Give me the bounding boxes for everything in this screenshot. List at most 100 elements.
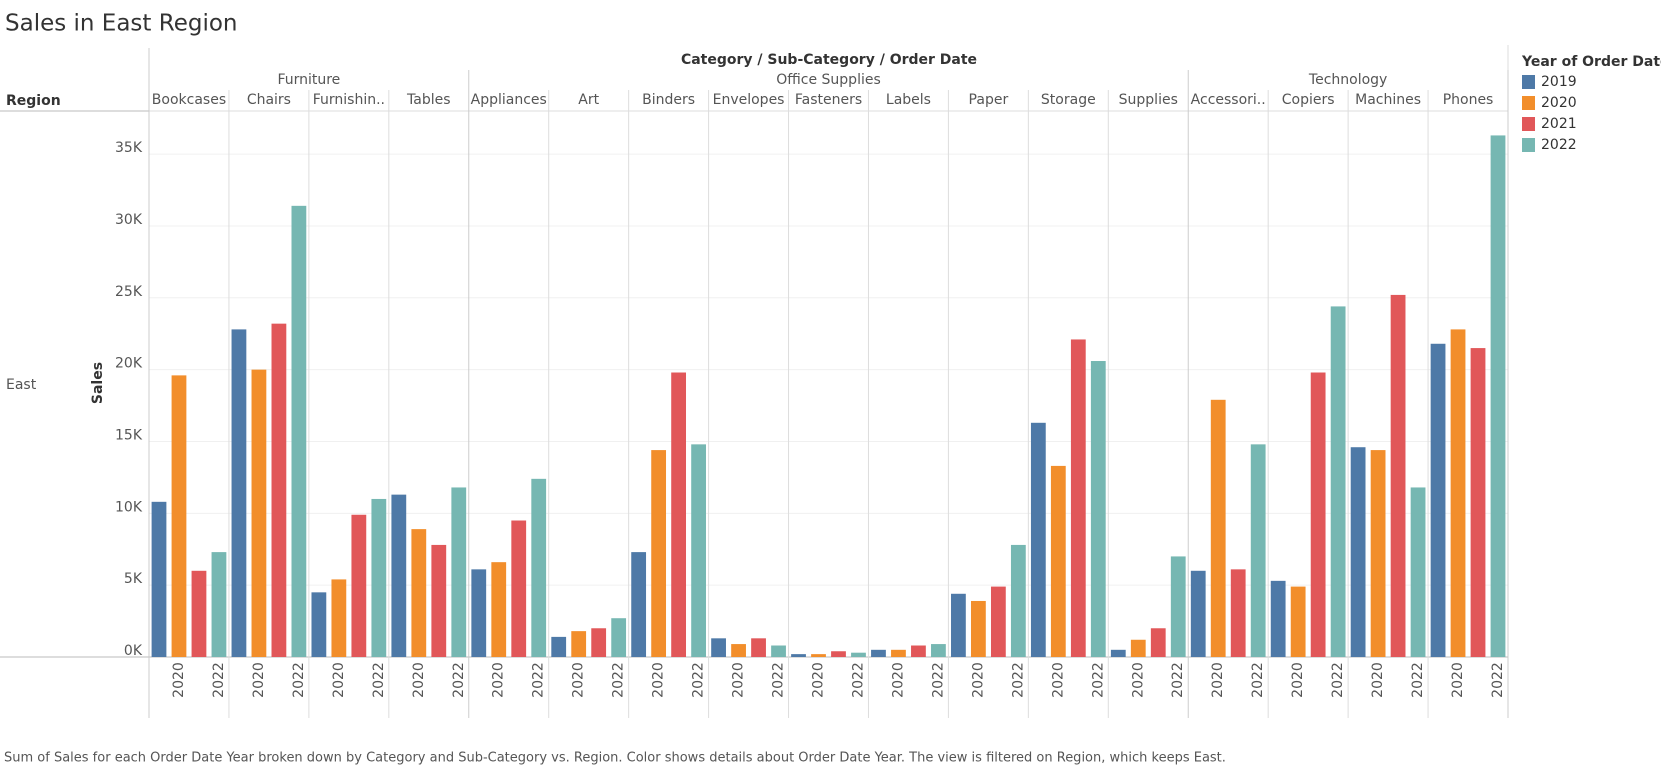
bar (911, 645, 926, 657)
bar (1430, 343, 1446, 657)
bar (1350, 447, 1366, 657)
bar (511, 520, 527, 657)
caption: Sum of Sales for each Order Date Year br… (4, 751, 1226, 766)
x-tick-label: 2020 (890, 662, 906, 698)
bar (591, 628, 607, 657)
bar (1390, 294, 1406, 657)
legend-swatch (1522, 75, 1535, 89)
y-tick-label: 5K (124, 571, 143, 587)
x-tick-label: 2020 (491, 662, 507, 698)
bar (811, 654, 826, 657)
category-label: Technology (1308, 72, 1387, 88)
x-tick-label: 2022 (1410, 662, 1426, 698)
subcategory-label: Bookcases (152, 92, 226, 108)
bar (1090, 361, 1106, 657)
y-tick-label: 0K (124, 643, 143, 659)
x-tick-label: 2022 (1490, 662, 1506, 698)
x-tick-label: 2022 (371, 662, 387, 698)
x-tick-label: 2022 (611, 662, 627, 698)
subcategory-label: Appliances (471, 92, 547, 108)
bar (631, 552, 647, 657)
bar (551, 636, 567, 657)
bar (1470, 348, 1486, 657)
y-tick-label: 30K (115, 212, 143, 228)
subcategory-label: Art (578, 92, 599, 108)
x-tick-label: 2020 (1290, 662, 1306, 698)
y-tick-label: 20K (115, 356, 143, 372)
y-tick-label: 15K (115, 427, 143, 443)
bar (451, 487, 467, 657)
category-label: Office Supplies (776, 72, 881, 88)
bar (791, 654, 806, 657)
bar (251, 369, 267, 657)
bar (1170, 556, 1186, 657)
subcategory-label: Chairs (247, 92, 291, 108)
bar (491, 562, 507, 657)
legend-swatch (1522, 138, 1535, 152)
bar (970, 600, 986, 657)
x-tick-label: 2020 (1210, 662, 1226, 698)
x-tick-label: 2020 (571, 662, 587, 698)
bar (1110, 649, 1126, 657)
x-tick-label: 2020 (331, 662, 347, 698)
subcategory-label: Storage (1041, 92, 1096, 108)
bar (531, 478, 547, 657)
bar (771, 645, 786, 657)
bar (731, 644, 746, 657)
y-tick-label: 25K (115, 284, 143, 300)
subcategory-label: Tables (406, 92, 451, 108)
bar (871, 649, 886, 657)
x-tick-label: 2022 (291, 662, 307, 698)
bar (1190, 570, 1206, 657)
x-tick-label: 2020 (1450, 662, 1466, 698)
x-tick-label: 2022 (211, 662, 227, 698)
bar (291, 205, 307, 657)
bar (371, 498, 387, 657)
x-tick-label: 2020 (651, 662, 667, 698)
x-tick-label: 2020 (411, 662, 427, 698)
bar (1010, 544, 1026, 657)
bar (851, 652, 866, 657)
legend-label: 2021 (1541, 116, 1577, 132)
y-tick-label: 35K (115, 140, 143, 156)
legend-label: 2020 (1541, 95, 1577, 111)
bar (1070, 339, 1086, 657)
x-tick-label: 2020 (1370, 662, 1386, 698)
x-tick-label: 2022 (1010, 662, 1026, 698)
bar (990, 586, 1006, 657)
subcategory-label: Fasteners (795, 92, 862, 108)
bar (311, 592, 327, 657)
bar (931, 644, 946, 657)
x-tick-label: 2022 (451, 662, 467, 698)
bar (1250, 444, 1266, 657)
bar (1330, 306, 1346, 657)
bar (1150, 628, 1166, 657)
x-tick-label: 2022 (1330, 662, 1346, 698)
row-label: East (6, 377, 37, 393)
x-tick-label: 2022 (1250, 662, 1266, 698)
subcategory-label: Phones (1443, 92, 1494, 108)
bar (951, 593, 966, 657)
legend-swatch (1522, 96, 1535, 110)
category-label: Furniture (277, 72, 340, 88)
x-tick-label: 2022 (850, 662, 866, 698)
subcategory-label: Accessori.. (1191, 92, 1266, 108)
bar (831, 651, 846, 657)
bar (211, 552, 227, 657)
row-header: Region (6, 93, 61, 109)
y-axis-title: Sales (90, 362, 106, 404)
x-tick-label: 2020 (171, 662, 187, 698)
bar (1270, 580, 1286, 657)
subcategory-label: Envelopes (713, 92, 785, 108)
bar (671, 372, 687, 657)
legend-label: 2019 (1541, 74, 1577, 90)
bar (1050, 465, 1066, 657)
subcategory-label: Supplies (1119, 92, 1178, 108)
x-tick-label: 2022 (531, 662, 547, 698)
bar (431, 544, 447, 657)
bar (571, 631, 587, 657)
bar (1410, 487, 1426, 657)
bar (1130, 639, 1146, 657)
bar (1290, 586, 1306, 657)
